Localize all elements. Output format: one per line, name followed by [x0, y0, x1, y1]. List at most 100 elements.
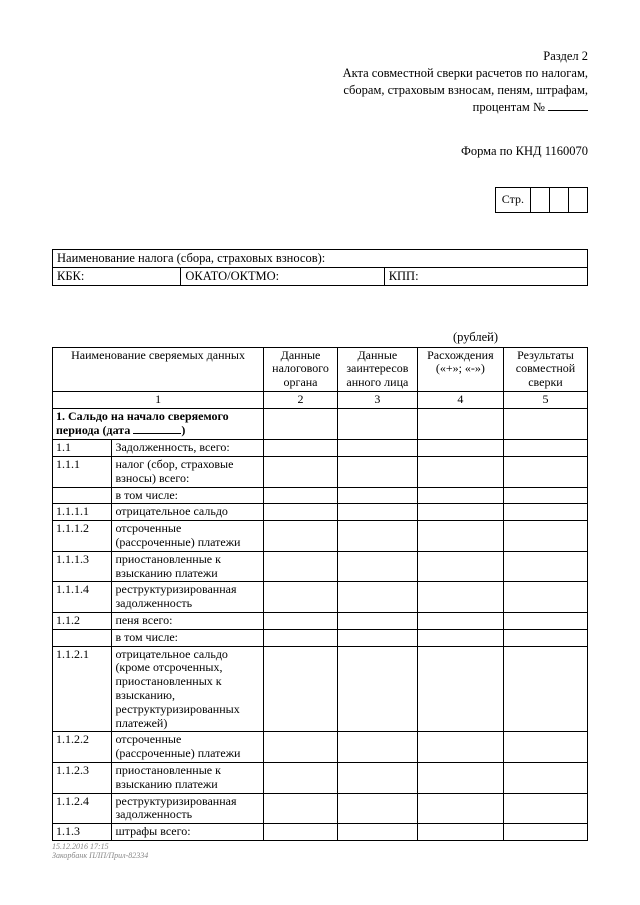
form-code: Форма по КНД 1160070: [52, 144, 588, 159]
page-number-box: Стр.: [52, 187, 588, 213]
data-cell: [337, 504, 417, 521]
page-label: Стр.: [495, 187, 530, 212]
row-number: 1.1.1.2: [53, 521, 112, 552]
table-row: 1.1.1.4реструктуризированная задолженнос…: [53, 582, 588, 613]
table-row: 1.1.3штрафы всего:: [53, 824, 588, 841]
table-row: 1.1.2пеня всего:: [53, 613, 588, 630]
data-cell: [417, 793, 503, 824]
data-cell: [417, 732, 503, 763]
page-cell: [569, 187, 588, 212]
row-number: 1.1.2: [53, 613, 112, 630]
data-cell: [417, 824, 503, 841]
data-cell: [337, 613, 417, 630]
col-header-1: Наименование сверяемых данных: [53, 347, 264, 391]
data-cell: [417, 487, 503, 504]
row-text: приостановленные к взысканию платежи: [112, 763, 264, 794]
data-cell: [417, 629, 503, 646]
data-cell: [337, 646, 417, 732]
row-number: 1.1.1.4: [53, 582, 112, 613]
section-1-title: 1. Сальдо на начало сверяемогопериода (д…: [53, 408, 264, 440]
row-text: реструктуризированная задолженность: [112, 582, 264, 613]
col-num-2: 2: [264, 391, 338, 408]
col-num-3: 3: [337, 391, 417, 408]
row-number: 1.1.1: [53, 457, 112, 488]
data-cell: [503, 521, 587, 552]
table-row: 1.1.1.1отрицательное сальдо: [53, 504, 588, 521]
tax-name-label: Наименование налога (сбора, страховых вз…: [53, 249, 588, 267]
col-header-2: Данные налогового органа: [264, 347, 338, 391]
row-number: 1.1.2.4: [53, 793, 112, 824]
data-cell: [264, 646, 338, 732]
row-text: отрицательное сальдо: [112, 504, 264, 521]
data-cell: [337, 793, 417, 824]
header-line2: сборам, страховым взносам, пеням, штрафа…: [52, 82, 588, 99]
data-cell: [503, 824, 587, 841]
data-cell: [264, 440, 338, 457]
footer: 15.12.2016 17:15 Закорбанк ПЛП/Прил-8233…: [52, 843, 588, 861]
data-cell: [337, 763, 417, 794]
row-number: [53, 487, 112, 504]
col-header-3: Данные заинтересов анного лица: [337, 347, 417, 391]
row-text: реструктуризированная задолженность: [112, 793, 264, 824]
table-row: 1.1.2.2отсроченные (рассроченные) платеж…: [53, 732, 588, 763]
table-row: 1.1.2.3приостановленные к взысканию плат…: [53, 763, 588, 794]
row-number: 1.1.2.1: [53, 646, 112, 732]
data-cell: [503, 582, 587, 613]
table-row: 1.1.1.3приостановленные к взысканию плат…: [53, 551, 588, 582]
table-row: 1.1.2.1отрицательное сальдо (кроме отсро…: [53, 646, 588, 732]
row-text: отсроченные (рассроченные) платежи: [112, 521, 264, 552]
row-text: в том числе:: [112, 487, 264, 504]
data-cell: [337, 440, 417, 457]
page-cell: [550, 187, 569, 212]
table-row: в том числе:: [53, 629, 588, 646]
data-cell: [417, 457, 503, 488]
data-cell: [417, 440, 503, 457]
data-cell: [337, 521, 417, 552]
row-number: 1.1.2.3: [53, 763, 112, 794]
data-cell: [503, 793, 587, 824]
data-cell: [264, 763, 338, 794]
data-cell: [417, 646, 503, 732]
data-cell: [417, 504, 503, 521]
col-header-5: Результаты совместной сверки: [503, 347, 587, 391]
data-cell: [264, 629, 338, 646]
okato-label: ОКАТО/ОКТМО:: [181, 267, 384, 285]
data-cell: [337, 732, 417, 763]
col-num-5: 5: [503, 391, 587, 408]
data-cell: [417, 551, 503, 582]
data-cell: [264, 793, 338, 824]
data-cell: [264, 504, 338, 521]
data-cell: [337, 824, 417, 841]
col-num-4: 4: [417, 391, 503, 408]
data-cell: [503, 629, 587, 646]
data-cell: [264, 582, 338, 613]
row-number: 1.1.1.3: [53, 551, 112, 582]
data-cell: [337, 582, 417, 613]
row-number: 1.1: [53, 440, 112, 457]
data-cell: [417, 521, 503, 552]
header-block: Раздел 2 Акта совместной сверки расчетов…: [52, 48, 588, 116]
main-data-table: Наименование сверяемых данных Данные нал…: [52, 347, 588, 842]
data-cell: [264, 457, 338, 488]
data-cell: [503, 732, 587, 763]
data-cell: [503, 551, 587, 582]
table-row: 1.1Задолженность, всего:: [53, 440, 588, 457]
header-line3: процентам №: [52, 99, 588, 116]
data-cell: [503, 646, 587, 732]
data-cell: [264, 551, 338, 582]
table-row: в том числе:: [53, 487, 588, 504]
row-number: 1.1.2.2: [53, 732, 112, 763]
data-cell: [337, 551, 417, 582]
data-cell: [264, 487, 338, 504]
data-cell: [503, 613, 587, 630]
data-cell: [417, 763, 503, 794]
row-text: приостановленные к взысканию платежи: [112, 551, 264, 582]
col-header-4: Расхождения («+»; «-»): [417, 347, 503, 391]
currency-label: (рублей): [52, 330, 588, 345]
data-cell: [503, 504, 587, 521]
section-label: Раздел 2: [52, 48, 588, 65]
row-number: 1.1.3: [53, 824, 112, 841]
row-number: [53, 629, 112, 646]
info-table: Наименование налога (сбора, страховых вз…: [52, 249, 588, 286]
data-cell: [503, 763, 587, 794]
